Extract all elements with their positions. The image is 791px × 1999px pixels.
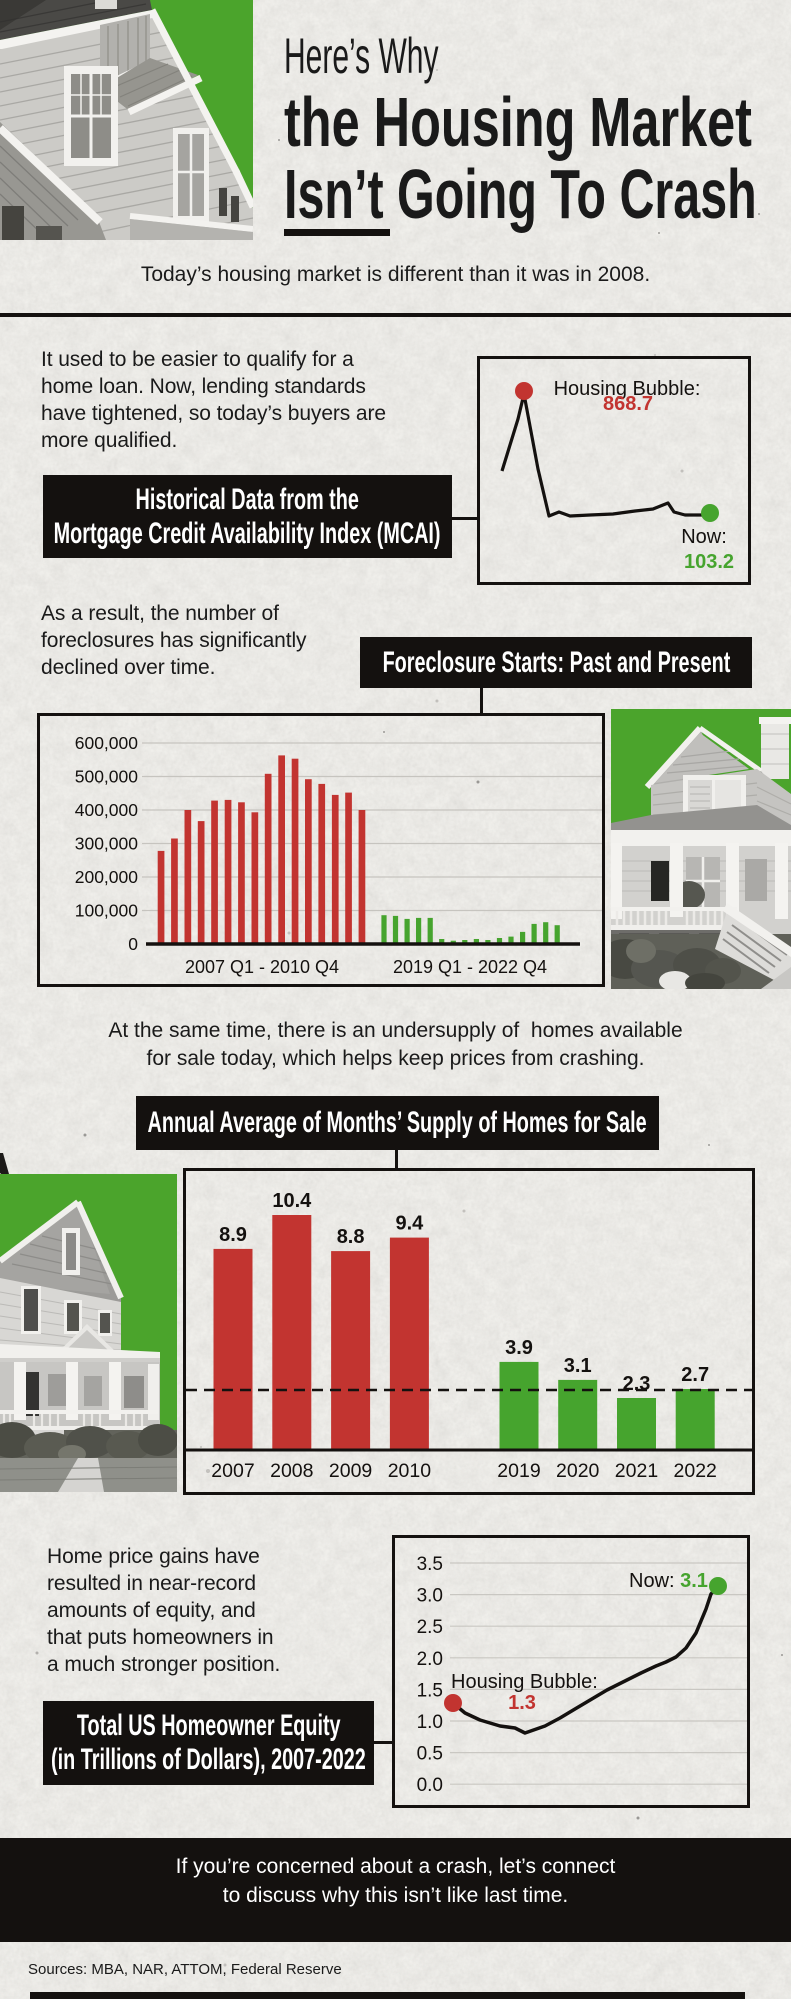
svg-text:3.0: 3.0 — [417, 1586, 443, 1607]
svg-text:868.7: 868.7 — [603, 393, 653, 415]
svg-text:2008: 2008 — [270, 1460, 313, 1482]
svg-text:3.9: 3.9 — [505, 1337, 533, 1359]
svg-text:2019: 2019 — [497, 1460, 540, 1482]
svg-text:2.3: 2.3 — [623, 1373, 651, 1395]
svg-text:2021: 2021 — [615, 1460, 658, 1482]
svg-text:2007 Q1 - 2010 Q4: 2007 Q1 - 2010 Q4 — [185, 957, 339, 977]
svg-text:10.4: 10.4 — [272, 1190, 312, 1212]
svg-text:2.0: 2.0 — [417, 1649, 443, 1670]
svg-text:300,000: 300,000 — [75, 834, 139, 854]
svg-text:2.5: 2.5 — [417, 1617, 443, 1638]
svg-text:8.8: 8.8 — [337, 1226, 365, 1248]
svg-text:9.4: 9.4 — [395, 1213, 424, 1235]
svg-text:2020: 2020 — [556, 1460, 600, 1482]
svg-text:500,000: 500,000 — [75, 767, 139, 787]
svg-text:1.5: 1.5 — [417, 1680, 443, 1701]
svg-text:Now:: Now: — [681, 526, 727, 548]
svg-text:Now: 3.1: Now: 3.1 — [629, 1570, 708, 1592]
svg-text:2022: 2022 — [674, 1460, 717, 1482]
svg-text:400,000: 400,000 — [75, 800, 139, 820]
svg-text:3.5: 3.5 — [417, 1554, 443, 1575]
svg-text:2010: 2010 — [388, 1460, 432, 1482]
svg-text:2007: 2007 — [211, 1460, 254, 1482]
svg-text:Housing Bubble:: Housing Bubble: — [554, 378, 701, 400]
svg-text:103.2: 103.2 — [684, 551, 734, 573]
svg-text:2009: 2009 — [329, 1460, 372, 1482]
svg-text:8.9: 8.9 — [219, 1224, 247, 1246]
svg-text:1.3: 1.3 — [508, 1692, 536, 1714]
svg-text:2.7: 2.7 — [681, 1364, 709, 1386]
svg-text:0.5: 0.5 — [417, 1744, 443, 1765]
svg-text:1.0: 1.0 — [417, 1712, 443, 1733]
svg-text:Housing Bubble:: Housing Bubble: — [451, 1671, 598, 1693]
svg-text:2019 Q1 - 2022 Q4: 2019 Q1 - 2022 Q4 — [393, 957, 547, 977]
svg-text:100,000: 100,000 — [75, 901, 139, 921]
svg-text:0.0: 0.0 — [417, 1775, 443, 1796]
svg-text:200,000: 200,000 — [75, 867, 139, 887]
svg-text:600,000: 600,000 — [75, 733, 139, 753]
svg-text:0: 0 — [128, 934, 138, 954]
svg-text:3.1: 3.1 — [564, 1355, 592, 1377]
